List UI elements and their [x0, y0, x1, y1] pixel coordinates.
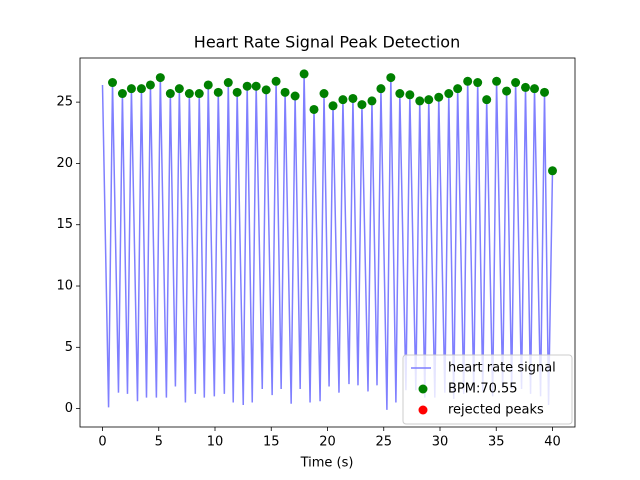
peak-marker: [444, 89, 454, 99]
peak-marker: [309, 104, 319, 114]
peak-marker: [463, 76, 473, 86]
peak-marker: [376, 84, 386, 94]
peak-marker: [348, 93, 358, 103]
x-axis-label: Time (s): [300, 456, 354, 471]
x-tick-label: 35: [488, 435, 505, 450]
peak-marker: [242, 81, 252, 91]
y-tick-label: 25: [56, 95, 73, 110]
peak-marker: [415, 96, 425, 106]
x-tick-label: 40: [544, 435, 561, 450]
peak-marker: [290, 91, 300, 101]
peak-marker: [271, 76, 281, 86]
peak-marker: [434, 92, 444, 102]
x-tick-label: 15: [263, 435, 280, 450]
peak-marker: [367, 96, 377, 106]
x-tick-label: 5: [155, 435, 163, 450]
y-tick-label: 20: [56, 156, 73, 171]
peak-marker: [108, 78, 118, 88]
peak-marker: [232, 87, 242, 97]
y-tick-label: 15: [56, 217, 73, 232]
peak-marker: [165, 89, 175, 99]
peak-marker: [328, 101, 338, 111]
peak-marker: [223, 78, 233, 88]
peak-marker: [405, 90, 415, 100]
peak-marker: [174, 84, 184, 94]
peak-marker: [319, 89, 329, 99]
peak-marker: [126, 84, 136, 94]
legend-label: heart rate signal: [448, 361, 556, 376]
peak-marker: [261, 85, 271, 95]
peak-marker: [155, 73, 165, 83]
peak-marker: [145, 80, 155, 90]
peak-marker: [395, 89, 405, 99]
x-tick-label: 30: [432, 435, 449, 450]
peak-marker: [213, 87, 223, 97]
plot-area: [101, 69, 557, 410]
peak-marker: [251, 81, 261, 91]
peak-marker: [473, 78, 483, 88]
peak-marker: [184, 89, 194, 99]
legend-label: rejected peaks: [448, 403, 544, 418]
peak-marker: [203, 80, 213, 90]
peak-marker: [194, 89, 204, 99]
x-tick-label: 25: [375, 435, 392, 450]
peak-marker: [117, 89, 127, 99]
axes-frame: [79, 57, 576, 428]
signal-line: [101, 73, 554, 410]
peak-marker: [502, 86, 512, 96]
x-tick-label: 0: [98, 435, 106, 450]
legend-marker: [418, 384, 428, 394]
peak-marker: [548, 166, 557, 176]
y-tick-label: 10: [56, 279, 73, 294]
peak-marker: [136, 84, 146, 94]
legend-marker: [418, 405, 428, 415]
peak-marker: [492, 76, 502, 86]
peak-marker: [453, 84, 463, 94]
peak-marker: [482, 95, 492, 105]
peak-marker: [338, 95, 348, 105]
legend: heart rate signal BPM:70.55 rejected peaks: [402, 354, 573, 425]
peak-marker: [424, 95, 434, 105]
peak-marker: [280, 87, 290, 97]
chart-title: Heart Rate Signal Peak Detection: [194, 33, 460, 52]
y-tick-label: 0: [65, 401, 73, 416]
x-tick-label: 20: [319, 435, 336, 450]
peak-marker: [511, 78, 521, 88]
peak-marker: [540, 87, 550, 97]
legend-label: BPM:70.55: [448, 382, 518, 397]
y-tick-label: 5: [65, 340, 73, 355]
x-tick-label: 10: [207, 435, 224, 450]
legend-box: [402, 354, 573, 425]
peak-marker: [521, 82, 530, 92]
peak-marker: [530, 84, 539, 94]
peak-marker: [299, 69, 309, 79]
peak-marker: [357, 100, 367, 110]
peak-marker: [386, 73, 396, 83]
